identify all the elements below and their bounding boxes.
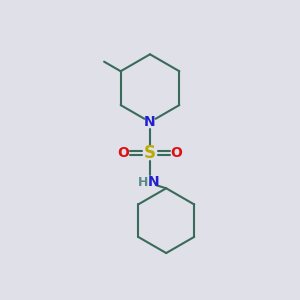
Text: N: N: [148, 176, 159, 189]
Text: O: O: [118, 146, 129, 160]
Text: N: N: [144, 115, 156, 129]
Text: O: O: [171, 146, 182, 160]
Text: S: S: [144, 144, 156, 162]
Text: H: H: [138, 176, 149, 189]
